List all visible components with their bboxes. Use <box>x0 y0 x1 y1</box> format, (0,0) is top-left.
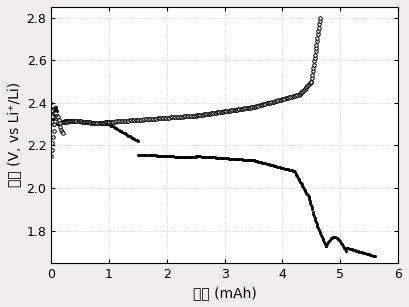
Y-axis label: 电压 (V, vs Li⁺/Li): 电压 (V, vs Li⁺/Li) <box>7 82 21 187</box>
X-axis label: 容量 (mAh): 容量 (mAh) <box>193 286 256 300</box>
